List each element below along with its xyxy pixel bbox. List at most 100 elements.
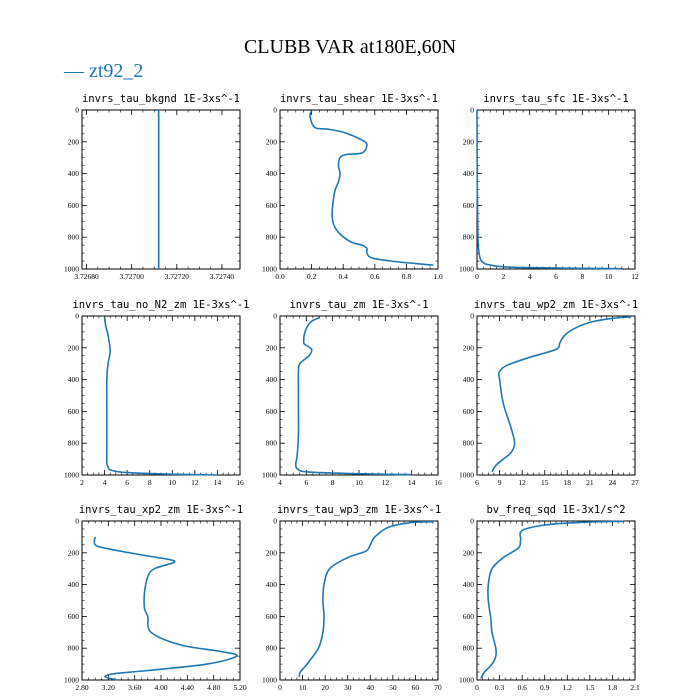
y-tick-label: 800 [266, 439, 278, 448]
series-line [491, 316, 632, 473]
y-tick-label: 400 [266, 169, 278, 178]
subplot-5: invrs_tau_zm 1E-3xs^-1 0 200 400 600 800 10004… [262, 299, 442, 487]
subplot-1: invrs_tau_bkgnd 1E-3xs^-10 200 400 600 800 10… [64, 93, 241, 281]
y-tick-label: 0 [273, 106, 277, 115]
series-line [309, 110, 434, 266]
x-tick-label: 70 [434, 683, 442, 692]
x-tick-label: 1.2 [563, 683, 573, 692]
series-line [480, 520, 624, 679]
x-tick-label: 0.6 [517, 683, 527, 692]
x-tick-label: 6 [304, 478, 308, 487]
y-tick-label: 200 [68, 343, 80, 352]
x-tick-label: 12 [382, 478, 390, 487]
y-tick-label: 800 [68, 439, 80, 448]
y-tick-label: 400 [68, 580, 80, 589]
x-tick-label: 0.2 [307, 272, 317, 281]
x-tick-label: 18 [564, 478, 572, 487]
x-tick-label: 0 [475, 272, 479, 281]
x-tick-label: 6 [554, 272, 558, 281]
x-tick-label: 1.0 [433, 272, 443, 281]
subplot-title: invrs_tau_xp2_zm 1E-3xs^-1 [79, 504, 243, 516]
x-tick-label: 0.8 [402, 272, 412, 281]
y-tick-label: 400 [463, 375, 475, 384]
plot-frame [279, 520, 439, 681]
y-tick-label: 400 [68, 169, 80, 178]
subplot-title: invrs_tau_zm 1E-3xs^-1 [289, 299, 428, 311]
y-tick-label: 0 [75, 517, 79, 526]
x-tick-label: 10 [605, 272, 613, 281]
series-line [93, 536, 238, 681]
x-tick-label: 27 [631, 478, 639, 487]
x-tick-label: 20 [321, 683, 329, 692]
x-tick-label: 30 [344, 683, 352, 692]
subplot-title: invrs_tau_bkgnd 1E-3xs^-1 [82, 93, 240, 105]
x-tick-label: 3.20 [102, 683, 115, 692]
x-tick-label: 2 [501, 272, 505, 281]
y-tick-label: 600 [266, 201, 278, 210]
y-tick-label: 800 [463, 644, 475, 653]
x-tick-label: 6 [475, 478, 479, 487]
subplot-7: invrs_tau_xp2_zm 1E-3xs^-10 200 400 600 800 1… [64, 504, 247, 692]
x-tick-label: 2.1 [630, 683, 640, 692]
x-tick-label: 3.72680 [74, 272, 99, 281]
y-tick-label: 600 [266, 407, 278, 416]
x-tick-label: 15 [541, 478, 549, 487]
legend-line-icon: — [64, 60, 84, 82]
y-tick-label: 200 [68, 137, 80, 146]
x-tick-label: 2.80 [75, 683, 88, 692]
x-tick-label: 12 [631, 272, 639, 281]
plot-frame [81, 520, 241, 681]
x-tick-label: 5.20 [233, 683, 246, 692]
x-tick-label: 16 [434, 478, 442, 487]
x-tick-label: 60 [412, 683, 420, 692]
subplot-title: invrs_tau_wp3_zm 1E-3xs^-1 [277, 504, 441, 516]
x-tick-label: 14 [214, 478, 222, 487]
x-tick-label: 3.60 [128, 683, 141, 692]
y-tick-label: 400 [68, 375, 80, 384]
series-line [103, 316, 218, 476]
x-tick-label: 4 [528, 272, 532, 281]
x-tick-label: 2 [80, 478, 84, 487]
y-tick-label: 0 [273, 517, 277, 526]
subplot-2: invrs_tau_shear 1E-3xs^-10 200 400 600 800 10… [262, 93, 443, 281]
subplot-3: invrs_tau_sfc 1E-3xs^-1 0 200 400 600 800 1000… [459, 93, 639, 281]
y-tick-label: 200 [266, 343, 278, 352]
y-tick-label: 0 [470, 312, 474, 321]
x-tick-label: 1.8 [608, 683, 618, 692]
x-tick-label: 6 [125, 478, 129, 487]
y-tick-label: 200 [266, 548, 278, 557]
x-tick-label: 8 [148, 478, 152, 487]
x-tick-label: 10 [299, 683, 307, 692]
x-tick-label: 50 [389, 683, 397, 692]
y-tick-label: 200 [463, 137, 475, 146]
subplot-9: bv_freq_sqd 1E-3x1/s^2020040060080010000… [459, 504, 640, 692]
subplot-title: invrs_tau_shear 1E-3xs^-1 [280, 93, 438, 105]
y-tick-label: 400 [463, 580, 475, 589]
y-tick-label: 1000 [64, 471, 79, 480]
plot-frame [476, 520, 636, 681]
y-tick-label: 600 [266, 612, 278, 621]
y-tick-label: 800 [68, 233, 80, 242]
y-tick-label: 600 [463, 612, 475, 621]
subplot-title: invrs_tau_no_N2_zm 1E-3xs^-1 [72, 299, 249, 311]
x-tick-label: 4.00 [154, 683, 167, 692]
y-tick-label: 0 [273, 312, 277, 321]
plot-frame [476, 109, 636, 270]
x-tick-label: 24 [609, 478, 617, 487]
x-tick-label: 16 [236, 478, 244, 487]
subplot-4: invrs_tau_no_N2_zm 1E-3xs^-10 200 400 600 80… [64, 299, 250, 487]
y-tick-label: 1000 [459, 676, 474, 685]
x-tick-label: 14 [408, 478, 416, 487]
y-tick-label: 1000 [262, 265, 277, 274]
series-line [476, 109, 622, 270]
y-tick-label: 0 [75, 312, 79, 321]
page-title: CLUBB VAR at180E,60N [243, 36, 457, 58]
x-tick-label: 0.9 [540, 683, 550, 692]
subplot-title: invrs_tau_sfc 1E-3xs^-1 [483, 93, 628, 105]
y-tick-label: 1000 [262, 471, 277, 480]
x-tick-label: 1.5 [585, 683, 595, 692]
y-tick-label: 200 [463, 548, 475, 557]
y-tick-label: 800 [266, 233, 278, 242]
y-tick-label: 800 [68, 644, 80, 653]
